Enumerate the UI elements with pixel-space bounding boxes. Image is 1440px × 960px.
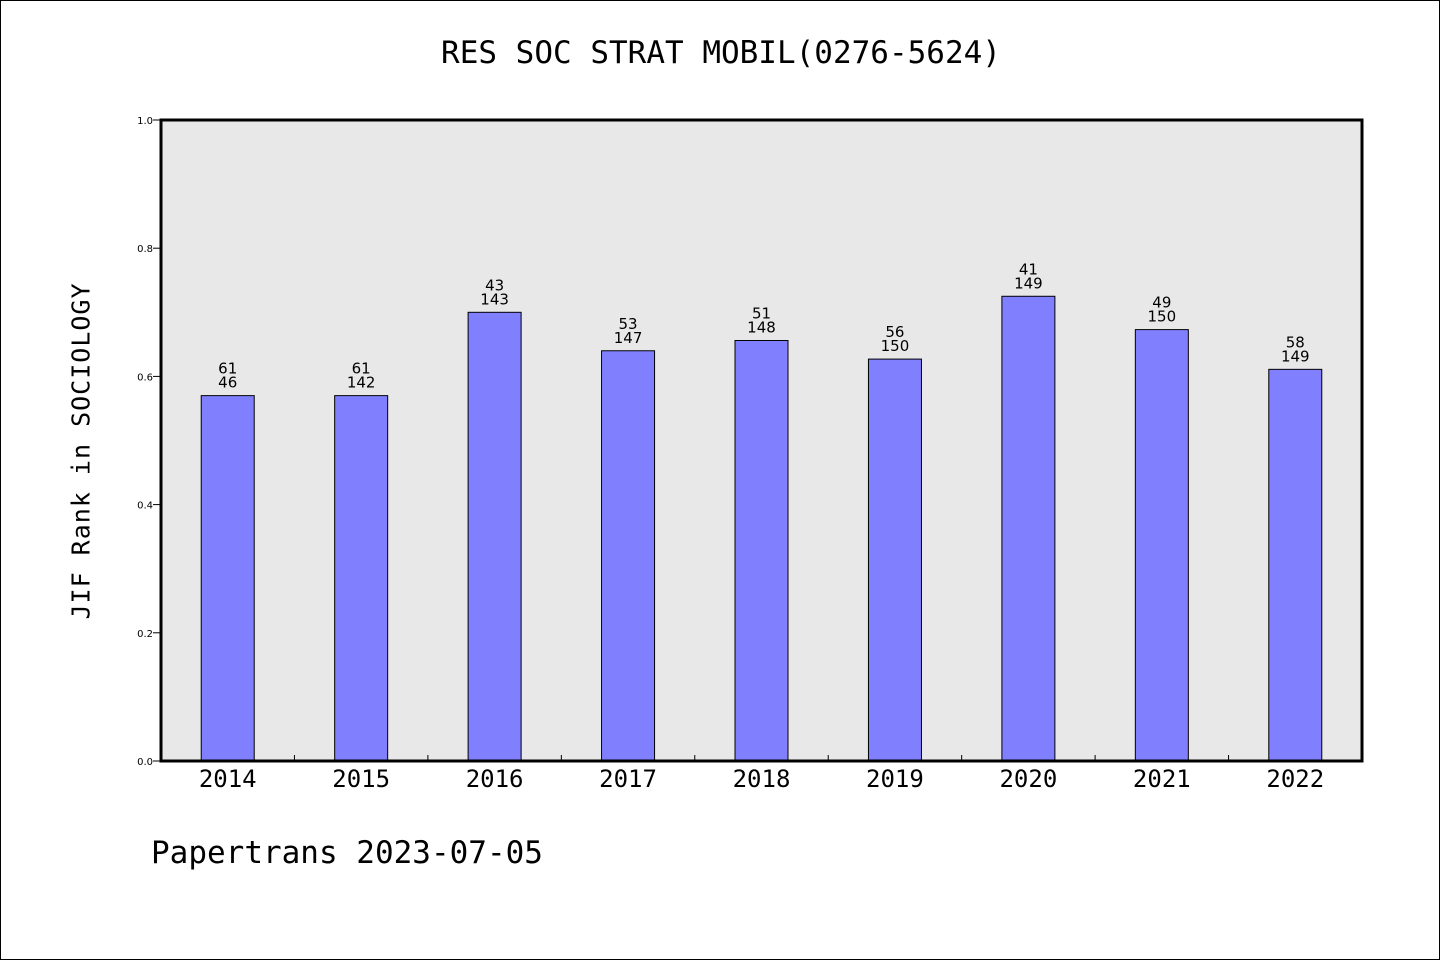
x-tick-label: 2018 xyxy=(733,765,791,793)
bar xyxy=(334,395,389,762)
bar-rank-label: 53 xyxy=(619,315,638,333)
x-tick-label: 2017 xyxy=(599,765,657,793)
bar-rank-label: 41 xyxy=(1019,260,1038,278)
y-tick-label: 0.6 xyxy=(137,372,153,383)
x-tick-label: 2022 xyxy=(1266,765,1324,793)
bar xyxy=(734,340,789,762)
bar xyxy=(601,350,656,762)
plot-frame xyxy=(159,118,1364,763)
y-tick-label: 0.8 xyxy=(137,244,153,255)
bar-total-label: 149 xyxy=(1014,274,1043,292)
y-tick-label: 0.2 xyxy=(137,629,153,640)
bar-total-label: 150 xyxy=(881,337,910,355)
bar xyxy=(1001,295,1056,762)
x-tick-label: 2020 xyxy=(999,765,1057,793)
x-tick-label: 2015 xyxy=(332,765,390,793)
x-tick-label: 2014 xyxy=(199,765,257,793)
bar xyxy=(200,395,255,762)
x-tick-label: 2016 xyxy=(466,765,524,793)
footer-credit: Papertrans 2023-07-05 xyxy=(151,835,543,871)
x-tick-label: 2019 xyxy=(866,765,924,793)
bar-rank-label: 43 xyxy=(485,276,504,294)
y-tick-label: 0.0 xyxy=(137,757,153,768)
bar-total-label: 143 xyxy=(480,290,509,308)
bar-total-label: 150 xyxy=(1148,308,1177,326)
bar-total-label: 147 xyxy=(614,329,643,347)
bar-rank-label: 61 xyxy=(218,360,237,378)
x-tick-label: 2021 xyxy=(1133,765,1191,793)
chart-title: RES SOC STRAT MOBIL(0276-5624) xyxy=(441,35,1001,71)
bar-total-label: 46 xyxy=(218,374,237,392)
y-tick-label: 1.0 xyxy=(137,116,153,127)
bar-total-label: 148 xyxy=(747,319,776,337)
bar-total-label: 149 xyxy=(1281,347,1310,365)
bar xyxy=(1134,329,1189,762)
bar-total-label: 142 xyxy=(347,374,376,392)
y-tick-label: 0.4 xyxy=(137,501,153,512)
bar-rank-label: 61 xyxy=(352,360,371,378)
bar xyxy=(1268,368,1323,762)
bar xyxy=(867,358,922,762)
bar-rank-label: 51 xyxy=(752,305,771,323)
bar-rank-label: 58 xyxy=(1286,333,1305,351)
bar-rank-label: 56 xyxy=(885,323,904,341)
bar xyxy=(467,311,522,762)
bar-rank-label: 49 xyxy=(1152,294,1171,312)
